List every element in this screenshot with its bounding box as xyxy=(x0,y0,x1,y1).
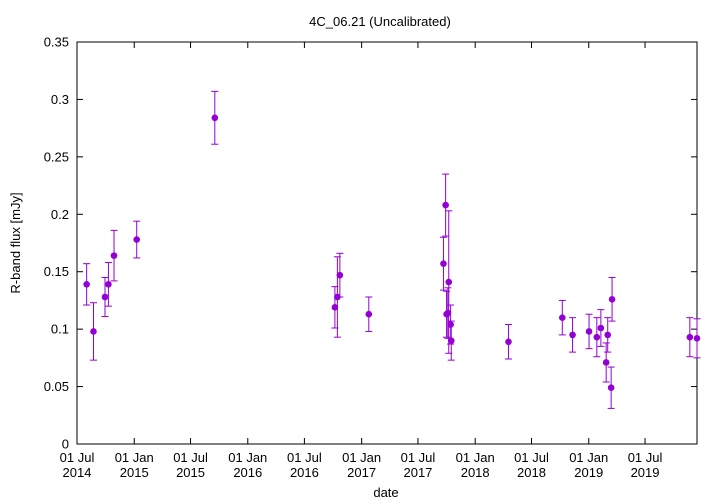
y-tick-label: 0.3 xyxy=(51,92,69,107)
data-point-group xyxy=(569,317,577,353)
data-point-group xyxy=(110,229,118,282)
data-point-group xyxy=(442,173,450,237)
x-tick-label-year: 2016 xyxy=(233,465,262,480)
data-point xyxy=(602,359,610,366)
data-point xyxy=(445,278,453,286)
y-tick-label: 0.2 xyxy=(51,207,69,222)
data-point xyxy=(597,324,605,332)
x-tick-label-day: 01 Jan xyxy=(228,450,267,465)
data-point-group xyxy=(607,366,615,409)
x-tick-label-year: 2019 xyxy=(631,465,660,480)
data-point-group xyxy=(89,302,97,361)
x-tick-label-year: 2018 xyxy=(517,465,546,480)
data-point xyxy=(686,333,694,341)
y-ticks: 0 0.05 0.1 0.15 0.2 0.25 0.3 0.35 xyxy=(44,35,697,452)
data-point xyxy=(331,304,339,311)
data-point xyxy=(447,321,454,328)
chart-title: 4C_06.21 (Uncalibrated) xyxy=(309,14,451,29)
data-point-group xyxy=(211,90,219,145)
data-point-group xyxy=(608,276,616,322)
x-tick-label-year: 2015 xyxy=(120,465,149,480)
x-tick-label-day: 01 Jan xyxy=(115,450,154,465)
x-tick-label-year: 2017 xyxy=(347,465,376,480)
x-tick-label-year: 2018 xyxy=(461,465,490,480)
data-point xyxy=(105,281,112,288)
data-point-group xyxy=(336,252,344,298)
data-point xyxy=(444,309,452,317)
x-tick-label-year: 2014 xyxy=(63,465,92,480)
x-tick-label-year: 2017 xyxy=(403,465,432,480)
x-tick-label-day: 01 Jul xyxy=(401,450,436,465)
data-point-group xyxy=(365,296,373,332)
data-point xyxy=(585,328,593,335)
data-point-group xyxy=(558,299,566,336)
data-point-group xyxy=(447,320,455,361)
data-point-group xyxy=(604,317,612,353)
x-axis-title: date xyxy=(373,485,398,500)
data-point-group xyxy=(686,317,694,358)
x-tick-label-day: 01 Jan xyxy=(342,450,381,465)
data-point xyxy=(90,328,97,335)
data-point-group xyxy=(504,324,512,360)
y-tick-label: 0.05 xyxy=(44,379,69,394)
y-tick-label: 0.1 xyxy=(51,322,69,337)
x-tick-label-day: 01 Jan xyxy=(456,450,495,465)
data-point xyxy=(558,314,566,321)
data-point xyxy=(442,201,449,209)
data-point-group xyxy=(133,220,141,259)
y-axis-title: R-band flux [mJy] xyxy=(8,192,23,293)
data-point xyxy=(133,236,141,243)
y-tick-label: 0 xyxy=(62,437,69,452)
x-tick-label-day: 01 Jul xyxy=(287,450,322,465)
x-tick-label-year: 2015 xyxy=(176,465,205,480)
data-points xyxy=(83,90,701,409)
data-point-group xyxy=(331,286,339,329)
data-point xyxy=(505,338,512,346)
data-point-group xyxy=(83,263,91,306)
data-point-group xyxy=(585,313,593,350)
data-point xyxy=(211,114,219,122)
x-tick-label-day: 01 Jul xyxy=(514,450,549,465)
data-point xyxy=(110,252,118,259)
plot-frame xyxy=(76,41,698,445)
data-point xyxy=(440,260,447,267)
y-tick-label: 0.35 xyxy=(44,35,69,50)
data-point-group xyxy=(101,276,109,318)
data-point xyxy=(336,271,344,279)
data-point xyxy=(83,281,90,288)
data-point-group xyxy=(693,318,701,359)
y-tick-label: 0.15 xyxy=(44,264,69,279)
data-point xyxy=(447,337,455,344)
x-tick-label-day: 01 Jul xyxy=(628,450,663,465)
data-point-group xyxy=(104,262,112,307)
data-point-group xyxy=(597,309,605,347)
data-point-group xyxy=(602,342,610,383)
y-tick-label: 0.25 xyxy=(44,149,69,164)
data-point xyxy=(101,293,109,301)
data-point-group xyxy=(445,210,453,354)
x-tick-label-year: 2016 xyxy=(290,465,319,480)
data-point-group xyxy=(439,236,447,291)
data-point xyxy=(608,295,616,303)
x-tick-label-day: 01 Jan xyxy=(569,450,608,465)
x-tick-label-day: 01 Jul xyxy=(60,450,95,465)
x-tick-label-year: 2019 xyxy=(574,465,603,480)
data-point xyxy=(604,331,612,339)
data-point xyxy=(693,335,701,342)
x-tick-label-day: 01 Jul xyxy=(173,450,208,465)
data-point-group xyxy=(593,317,601,358)
data-point xyxy=(569,331,576,339)
data-point xyxy=(607,384,615,392)
data-point xyxy=(365,310,373,318)
data-point xyxy=(593,333,601,341)
